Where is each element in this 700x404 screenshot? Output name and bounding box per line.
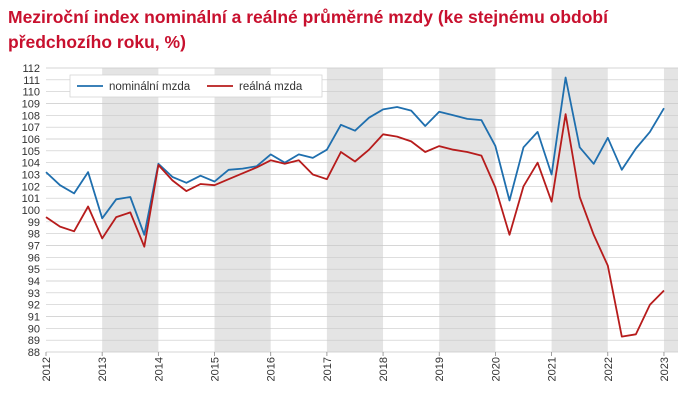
- x-tick-label: 2014: [153, 357, 165, 381]
- y-tick-label: 94: [28, 276, 40, 288]
- y-tick-label: 105: [22, 146, 40, 158]
- y-tick-label: 106: [22, 134, 40, 146]
- y-axis-ticks: 8889909192939495969798991001011021031041…: [22, 63, 40, 359]
- x-tick-label: 2019: [434, 357, 446, 381]
- x-tick-label: 2013: [97, 357, 109, 381]
- y-tick-label: 103: [22, 170, 40, 182]
- y-tick-label: 90: [28, 323, 40, 335]
- x-tick-label: 2012: [41, 357, 53, 381]
- y-tick-label: 108: [22, 110, 40, 122]
- x-tick-label: 2016: [266, 357, 278, 381]
- y-tick-label: 112: [22, 63, 40, 75]
- y-tick-label: 109: [22, 99, 40, 111]
- y-tick-label: 91: [28, 312, 40, 324]
- legend-label: nominální mzda: [109, 81, 191, 93]
- legend: nominální mzda reálná mzda: [69, 74, 323, 98]
- y-tick-label: 89: [28, 335, 40, 347]
- y-tick-label: 95: [28, 264, 40, 276]
- series-line-nominal: [45, 76, 665, 236]
- y-tick-label: 104: [22, 158, 40, 170]
- series-line-real: [45, 113, 665, 338]
- y-tick-label: 98: [28, 229, 40, 241]
- chart-title: Meziroční index nominální a reálné průmě…: [8, 7, 608, 52]
- legend-box: [69, 74, 323, 98]
- y-tick-label: 96: [28, 252, 40, 264]
- x-tick-label: 2022: [603, 357, 615, 381]
- y-tick-label: 110: [22, 87, 40, 99]
- series-lines: [45, 76, 665, 338]
- x-tick-label: 2017: [322, 357, 334, 381]
- x-tick-label: 2021: [547, 357, 559, 381]
- legend-label: reálná mzda: [239, 81, 303, 93]
- y-tick-label: 107: [22, 122, 40, 134]
- x-tick-label: 2020: [490, 357, 502, 381]
- x-tick-label: 2015: [210, 357, 222, 381]
- y-tick-label: 111: [23, 75, 40, 87]
- y-tick-label: 92: [28, 300, 40, 312]
- y-tick-label: 93: [28, 288, 40, 300]
- x-axis-ticks: 2012 2013 2014 2015 2016 2017 2018 2019 2020 2021…: [41, 352, 671, 381]
- y-tick-label: 99: [28, 217, 40, 229]
- y-tick-label: 101: [22, 193, 40, 205]
- x-tick-label: 2018: [378, 357, 390, 381]
- y-tick-label: 102: [22, 181, 40, 193]
- y-tick-label: 97: [28, 241, 40, 253]
- y-tick-label: 88: [28, 347, 40, 359]
- y-tick-label: 100: [22, 205, 40, 217]
- x-tick-label: 2023: [659, 357, 671, 381]
